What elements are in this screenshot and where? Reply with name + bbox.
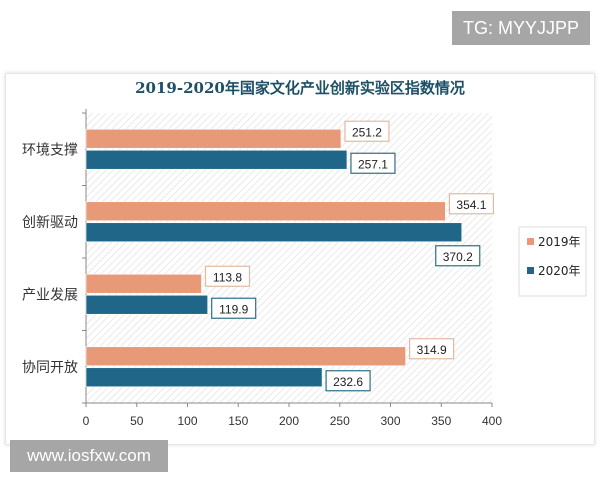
bar [85, 149, 348, 170]
x-tick-label: 200 [279, 414, 299, 428]
data-label-box [409, 338, 455, 360]
bar [85, 128, 342, 149]
bar [85, 346, 406, 367]
x-tick-label: 250 [330, 414, 350, 428]
x-tick-label: 0 [83, 414, 90, 428]
watermark-bottom: www.iosfxw.com [10, 440, 168, 472]
x-tick-label: 400 [482, 414, 502, 428]
data-label: 257.1 [358, 157, 388, 171]
legend-swatch [527, 238, 534, 245]
data-label-box [325, 370, 371, 392]
data-label: 232.6 [333, 375, 363, 389]
legend-swatch [527, 267, 534, 274]
category-label: 协同开放 [22, 360, 78, 376]
chart-title: 2019-2020年国家文化产业创新实验区指数情况 [135, 79, 465, 97]
data-label-box [435, 245, 481, 267]
bar [85, 367, 323, 388]
x-tick-label: 50 [130, 414, 144, 428]
legend-label: 2020年 [538, 264, 581, 278]
bar [85, 201, 446, 222]
data-label: 370.2 [443, 250, 473, 264]
x-tick-label: 100 [177, 414, 197, 428]
bar [85, 222, 463, 243]
data-label: 354.1 [456, 198, 486, 212]
data-label-box [448, 193, 495, 215]
bar [85, 294, 208, 315]
data-label: 251.2 [352, 125, 382, 139]
data-label-box [204, 265, 251, 287]
category-label: 产业发展 [22, 287, 78, 303]
watermark-top: TG: MYYJJPP [452, 11, 590, 45]
data-label: 314.9 [417, 343, 447, 357]
x-tick-label: 300 [380, 414, 400, 428]
data-label-box [350, 152, 396, 174]
legend-label: 2019年 [538, 235, 581, 249]
x-tick-label: 350 [431, 414, 451, 428]
data-label-box [211, 297, 257, 319]
category-label: 环境支撑 [22, 142, 78, 158]
data-label: 113.8 [213, 270, 242, 284]
data-label: 119.9 [219, 302, 248, 316]
category-label: 创新驱动 [22, 215, 78, 231]
data-label-box [344, 120, 390, 142]
x-tick-label: 150 [228, 414, 248, 428]
bar [85, 273, 202, 294]
